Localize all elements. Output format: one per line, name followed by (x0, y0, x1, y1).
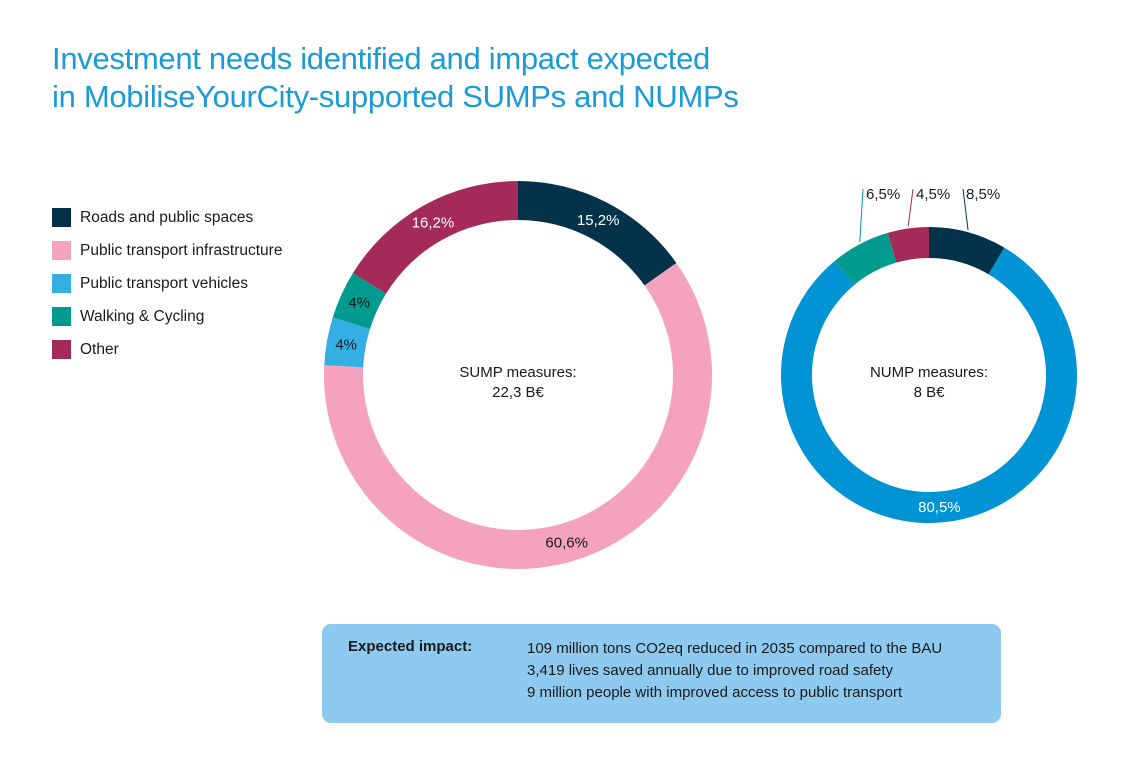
sump-slice-other (352, 181, 518, 294)
nump-donut: 80,5% 6,5% 4,5% 8,5% NUMP measures: 8 B€ (781, 186, 1077, 524)
title-line-1: Investment needs identified and impact e… (52, 41, 710, 76)
sump-center-value: 22,3 B€ (492, 384, 544, 401)
sump-slice-roads-and-public-spaces (518, 181, 677, 286)
legend-label-walking-cycling: Walking & Cycling (80, 307, 205, 325)
sump-label-other: 16,2% (412, 215, 455, 232)
legend-label-pt-vehicles: Public transport vehicles (80, 274, 248, 292)
nump-slice-walking-cycling (834, 232, 897, 285)
sump-label-public-transport-vehicles: 4% (335, 336, 357, 353)
nump-leader-walking-cycling (859, 188, 864, 243)
nump-slice-other (887, 227, 929, 263)
sump-label-walking-cycling: 4% (348, 295, 370, 312)
sump-slice-public-transport-vehicles (324, 317, 370, 368)
legend: Roads and public spaces Public transport… (52, 201, 282, 366)
legend-label-other: Other (80, 340, 119, 358)
sump-label-public-transport-infrastructure: 60,6% (545, 535, 588, 552)
legend-swatch-pt-vehicles (52, 274, 71, 293)
nump-leader-other (907, 188, 914, 227)
nump-center-value: 8 B€ (914, 384, 946, 401)
legend-swatch-pt-infrastructure (52, 241, 71, 260)
impact-line-lives: 3,419 lives saved annually due to improv… (527, 662, 894, 679)
legend-item-roads: Roads and public spaces (52, 201, 282, 234)
legend-swatch-roads (52, 208, 71, 227)
legend-item-walking-cycling: Walking & Cycling (52, 300, 282, 333)
sump-slice-walking-cycling (332, 273, 387, 329)
title-line-2: in MobiliseYourCity-supported SUMPs and … (52, 79, 739, 114)
chart-title: Investment needs identified and impact e… (52, 40, 812, 116)
sump-center-label: SUMP measures: (459, 364, 576, 381)
impact-lines: 109 million tons CO2eq reduced in 2035 c… (527, 638, 942, 704)
nump-label-public-transport-vehicles: 80,5% (918, 499, 961, 516)
nump-label-other: 4,5% (916, 186, 950, 203)
sump-slice-public-transport-infrastructure (324, 262, 712, 569)
legend-item-pt-infrastructure: Public transport infrastructure (52, 234, 282, 267)
legend-item-other: Other (52, 333, 282, 366)
impact-heading: Expected impact: (348, 638, 473, 655)
legend-item-pt-vehicles: Public transport vehicles (52, 267, 282, 300)
nump-slice-roads-and-public-spaces (929, 227, 1005, 275)
sump-donut: 15,2% 60,6% 4% 4% 16,2% SUMP measures: 22,3 B€ (324, 181, 712, 569)
donut-charts: 15,2% 60,6% 4% 4% 16,2% SUMP measures: 22,3 B€… (324, 181, 1077, 569)
nump-label-walking-cycling: 6,5% (866, 186, 900, 203)
legend-swatch-walking-cycling (52, 307, 71, 326)
expected-impact-box: Expected impact: 109 million tons CO2eq … (322, 624, 1001, 723)
nump-label-roads-and-public-spaces: 8,5% (966, 186, 1000, 203)
legend-label-pt-infrastructure: Public transport infrastructure (80, 241, 283, 259)
nump-leader-roads-and-public-spaces (962, 188, 969, 231)
sump-label-roads-and-public-spaces: 15,2% (577, 212, 620, 229)
legend-swatch-other (52, 340, 71, 359)
nump-center-label: NUMP measures: (870, 364, 988, 381)
impact-line-access: 9 million people with improved access to… (527, 684, 903, 701)
impact-line-co2: 109 million tons CO2eq reduced in 2035 c… (527, 640, 943, 657)
legend-label-roads: Roads and public spaces (80, 208, 254, 226)
